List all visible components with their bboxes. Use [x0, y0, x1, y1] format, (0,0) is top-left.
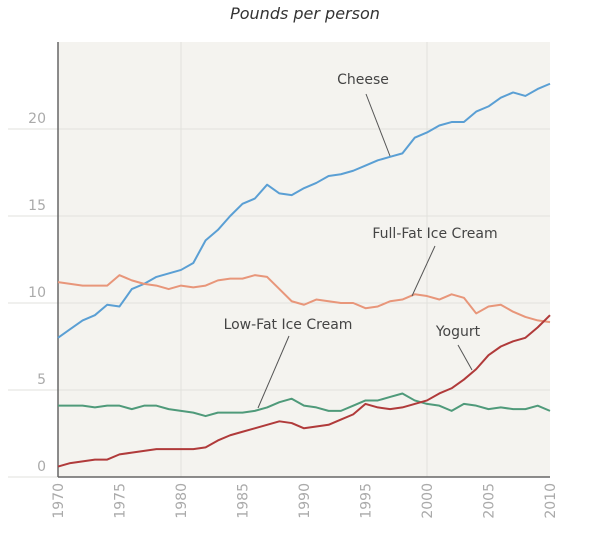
x-tick-label: 1980	[174, 483, 190, 519]
x-tick-label: 1985	[236, 483, 252, 519]
annotation-leader-line	[365, 93, 391, 157]
x-tick-label: 1990	[297, 483, 313, 519]
y-tick-label: 5	[37, 372, 46, 388]
series-label: Cheese	[337, 72, 389, 88]
series-label: Yogurt	[435, 324, 481, 340]
annotation-leader-line	[411, 245, 436, 297]
x-tick-label: 2010	[543, 483, 559, 519]
annotation-leader-line	[257, 335, 290, 409]
x-tick-label: 1970	[51, 483, 67, 519]
y-tick-label: 0	[37, 459, 46, 475]
series-line-low-fat-ice-cream	[58, 392, 551, 418]
y-tick-label: 10	[28, 285, 46, 301]
series-label: Low-Fat Ice Cream	[224, 317, 353, 333]
x-tick-label: 2000	[420, 483, 436, 519]
x-tick-label: 1995	[359, 483, 375, 519]
series-line-yogurt	[57, 314, 551, 468]
series-line-full-fat-ice-cream	[57, 274, 551, 324]
y-tick-label: 15	[28, 198, 46, 214]
annotation-leader-line	[457, 344, 473, 371]
plot-area	[58, 42, 550, 477]
series-label: Full-Fat Ice Cream	[372, 226, 497, 242]
x-tick-label: 2005	[482, 483, 498, 519]
x-tick-label: 1975	[113, 483, 129, 519]
chart-title: Pounds per person	[230, 4, 380, 23]
y-tick-label: 20	[28, 111, 46, 127]
series-line-cheese	[57, 82, 551, 339]
